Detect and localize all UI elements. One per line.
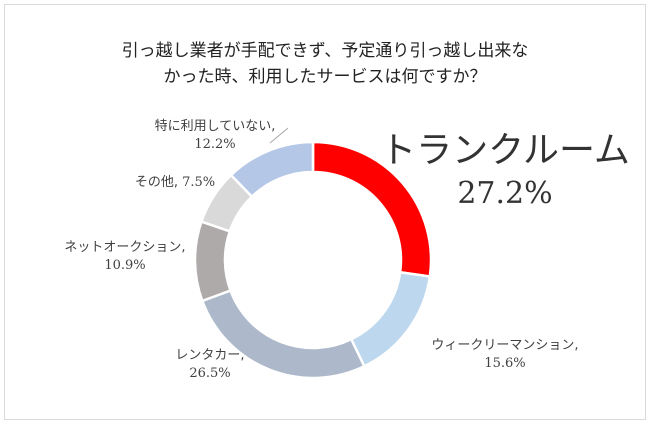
title-line-2: かった時、利用したサービスは何ですか？ [163,67,487,87]
slice-label: ネットオークション, [64,240,186,255]
label-slice-0: トランクルーム 27.2% [380,128,630,214]
donut-slice-5 [229,140,315,199]
label-slice-4: その他, 7.5% [110,174,240,192]
slice-label: トランクルーム [380,130,630,171]
leader-line [269,127,289,144]
chart-title: 引っ越し業者が手配できず、予定通り引っ越し出来な かった時、利用したサービスは何… [0,38,650,90]
label-slice-1: ウィークリーマンション, 15.6% [395,337,615,373]
slice-value: 10.9% [104,258,146,273]
title-line-1: 引っ越し業者が手配できず、予定通り引っ越し出来な [121,41,529,61]
slice-value: 27.2% [457,176,553,211]
slice-value: 7.5% [182,175,216,190]
label-slice-3: ネットオークション, 10.9% [40,239,210,275]
slice-label: 特に利用していない, [154,119,276,134]
chart-frame [4,4,646,420]
label-slice-2: レンタカー, 26.5% [150,347,270,383]
slice-value: 12.2% [194,137,236,152]
slice-label: ウィークリーマンション, [431,338,579,353]
slice-value: 26.5% [189,366,231,381]
slice-label: その他, [134,175,178,190]
label-slice-5: 特に利用していない, 12.2% [140,118,290,154]
slice-label: レンタカー, [175,348,245,363]
slice-value: 15.6% [484,356,526,371]
